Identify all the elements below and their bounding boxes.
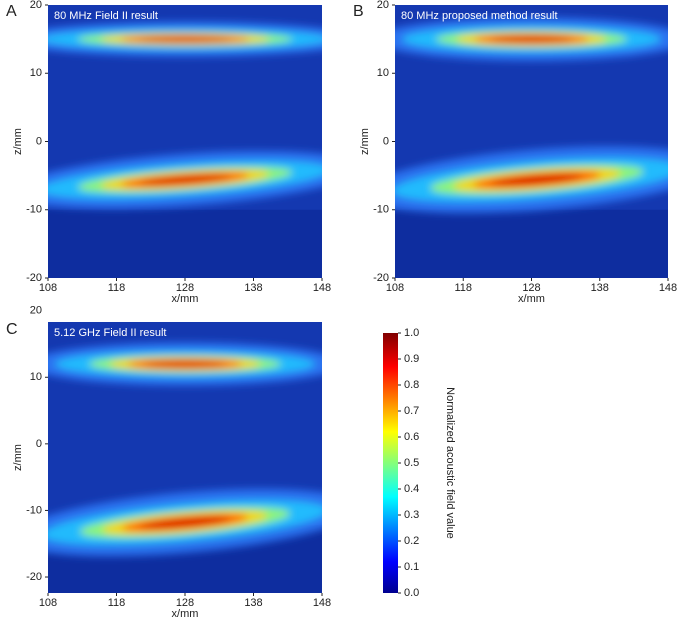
- x-tick-label: 128: [176, 282, 194, 294]
- y-tick-label: 20: [377, 0, 389, 11]
- colorbar-label: Normalized acoustic field value: [444, 387, 456, 539]
- beam: [143, 360, 227, 368]
- y-tick-label: 10: [30, 67, 42, 79]
- x-axis-label: x/mm: [518, 293, 545, 305]
- panel-title: 80 MHz Field II result: [54, 10, 158, 22]
- beam: [490, 36, 573, 43]
- x-tick-label: 148: [313, 282, 331, 294]
- panel-title: 5.12 GHz Field II result: [54, 327, 167, 339]
- panel-label: C: [6, 321, 18, 338]
- heatmap: [48, 5, 322, 278]
- panel-label: A: [6, 3, 17, 20]
- beam: [138, 36, 232, 42]
- heatmap: [48, 322, 322, 593]
- y-tick-label: 10: [30, 371, 42, 383]
- x-tick-label: 138: [244, 282, 262, 294]
- y-axis-label: z/mm: [12, 444, 24, 471]
- heatmap-shade: [48, 209, 322, 278]
- beams: [48, 342, 322, 557]
- y-tick-label: 0: [36, 438, 42, 450]
- x-tick-label: 138: [591, 282, 609, 294]
- colorbar-tick-label: 0.5: [404, 457, 419, 469]
- y-tick-label: -20: [373, 272, 389, 284]
- colorbar-tick-label: 0.0: [404, 587, 419, 599]
- y-tick-label: -10: [373, 204, 389, 216]
- colorbar-tick-label: 0.7: [404, 405, 419, 417]
- beams: [48, 21, 322, 209]
- colorbar-tick-label: 0.4: [404, 483, 419, 495]
- x-tick-label: 118: [454, 282, 472, 294]
- x-tick-label: 128: [522, 282, 540, 294]
- heatmap: [395, 5, 668, 278]
- colorbar-tick-label: 0.6: [404, 431, 419, 443]
- x-tick-label: 108: [39, 282, 57, 294]
- y-tick-label: -10: [26, 504, 42, 516]
- panel-title: 80 MHz proposed method result: [401, 10, 558, 22]
- x-tick-label: 108: [386, 282, 404, 294]
- x-tick-label: 148: [313, 597, 331, 609]
- x-tick-label: 118: [108, 282, 126, 294]
- x-axis-label: x/mm: [172, 293, 199, 305]
- y-tick-label: 10: [377, 67, 389, 79]
- beam: [491, 174, 583, 186]
- heatmap-shade: [395, 209, 668, 278]
- beam: [139, 174, 231, 185]
- y-axis-label: z/mm: [12, 128, 24, 155]
- y-tick-label: 0: [383, 135, 389, 147]
- x-tick-label: 108: [39, 597, 57, 609]
- y-tick-label: 20: [30, 305, 42, 317]
- colorbar-tick-label: 0.3: [404, 509, 419, 521]
- x-tick-label: 128: [176, 597, 194, 609]
- y-tick-label: -20: [26, 571, 42, 583]
- y-tick-label: -10: [26, 204, 42, 216]
- beams: [395, 17, 668, 214]
- colorbar-tick-label: 0.8: [404, 379, 419, 391]
- y-tick-label: 0: [36, 135, 42, 147]
- colorbar: [383, 333, 398, 593]
- colorbar-tick-label: 0.9: [404, 353, 419, 365]
- y-tick-label: 20: [30, 0, 42, 11]
- y-axis-label: z/mm: [359, 128, 371, 155]
- x-tick-label: 118: [108, 597, 126, 609]
- x-axis-label: x/mm: [172, 608, 199, 620]
- x-tick-label: 138: [244, 597, 262, 609]
- y-tick-label: -20: [26, 272, 42, 284]
- colorbar-tick-label: 1.0: [404, 327, 419, 339]
- colorbar-tick-label: 0.2: [404, 535, 419, 547]
- beam: [139, 516, 231, 529]
- x-tick-label: 148: [659, 282, 677, 294]
- colorbar-tick-label: 0.1: [404, 561, 419, 573]
- panel-label: B: [353, 3, 364, 20]
